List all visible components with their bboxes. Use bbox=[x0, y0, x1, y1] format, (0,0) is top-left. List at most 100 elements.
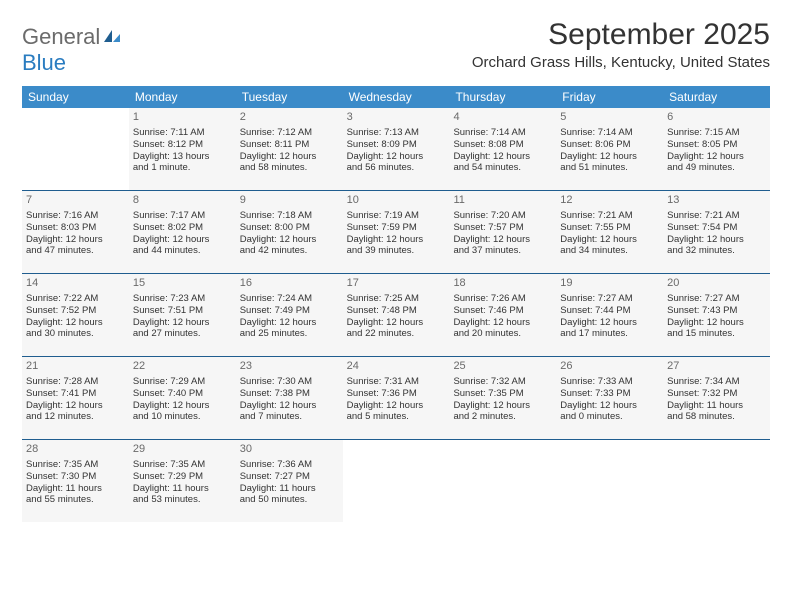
day-number: 29 bbox=[133, 443, 232, 457]
day-info-line: Daylight: 12 hours bbox=[133, 317, 232, 329]
day-info-line: Daylight: 12 hours bbox=[240, 234, 339, 246]
day-info-line: Sunrise: 7:30 AM bbox=[240, 376, 339, 388]
day-info-line: Daylight: 12 hours bbox=[240, 317, 339, 329]
day-number: 8 bbox=[133, 194, 232, 208]
day-cell: 24Sunrise: 7:31 AMSunset: 7:36 PMDayligh… bbox=[343, 357, 450, 439]
day-info-line: Sunset: 7:48 PM bbox=[347, 305, 446, 317]
day-info-line: Sunrise: 7:18 AM bbox=[240, 210, 339, 222]
day-info-line: Sunrise: 7:33 AM bbox=[560, 376, 659, 388]
day-info-line: Sunset: 7:41 PM bbox=[26, 388, 125, 400]
day-number: 3 bbox=[347, 111, 446, 125]
day-info-line: Sunset: 7:44 PM bbox=[560, 305, 659, 317]
day-info-line: Sunrise: 7:15 AM bbox=[667, 127, 766, 139]
day-info-line: and 53 minutes. bbox=[133, 494, 232, 506]
day-info-line: Sunrise: 7:21 AM bbox=[667, 210, 766, 222]
day-cell-empty bbox=[343, 440, 450, 522]
day-info-line: Sunset: 7:54 PM bbox=[667, 222, 766, 234]
day-info-line: Sunset: 7:27 PM bbox=[240, 471, 339, 483]
day-info-line: and 12 minutes. bbox=[26, 411, 125, 423]
day-cell: 4Sunrise: 7:14 AMSunset: 8:08 PMDaylight… bbox=[449, 108, 556, 190]
day-cell: 17Sunrise: 7:25 AMSunset: 7:48 PMDayligh… bbox=[343, 274, 450, 356]
day-info-line: Daylight: 12 hours bbox=[453, 400, 552, 412]
day-cell: 19Sunrise: 7:27 AMSunset: 7:44 PMDayligh… bbox=[556, 274, 663, 356]
day-info-line: Daylight: 12 hours bbox=[26, 400, 125, 412]
day-info-line: and 49 minutes. bbox=[667, 162, 766, 174]
day-info-line: and 2 minutes. bbox=[453, 411, 552, 423]
day-info-line: Sunrise: 7:17 AM bbox=[133, 210, 232, 222]
day-info-line: Sunset: 7:32 PM bbox=[667, 388, 766, 400]
day-info-line: Sunset: 8:11 PM bbox=[240, 139, 339, 151]
day-cell: 13Sunrise: 7:21 AMSunset: 7:54 PMDayligh… bbox=[663, 191, 770, 273]
day-info-line: and 7 minutes. bbox=[240, 411, 339, 423]
day-cell: 14Sunrise: 7:22 AMSunset: 7:52 PMDayligh… bbox=[22, 274, 129, 356]
day-info-line: and 58 minutes. bbox=[667, 411, 766, 423]
day-info-line: Daylight: 12 hours bbox=[133, 234, 232, 246]
month-title: September 2025 bbox=[472, 18, 770, 52]
day-cell-empty bbox=[663, 440, 770, 522]
day-number: 1 bbox=[133, 111, 232, 125]
day-info-line: Sunset: 8:03 PM bbox=[26, 222, 125, 234]
day-info-line: Sunrise: 7:23 AM bbox=[133, 293, 232, 305]
dow-cell: Monday bbox=[129, 86, 236, 108]
day-info-line: Sunrise: 7:22 AM bbox=[26, 293, 125, 305]
location: Orchard Grass Hills, Kentucky, United St… bbox=[472, 54, 770, 71]
day-cell: 21 Sunrise: 7:28 AMSunset: 7:41 PMDayligh… bbox=[22, 357, 129, 439]
day-info-line: Sunrise: 7:35 AM bbox=[26, 459, 125, 471]
day-info-line: Sunset: 7:30 PM bbox=[26, 471, 125, 483]
day-info-line: Sunset: 8:09 PM bbox=[347, 139, 446, 151]
day-info-line: and 39 minutes. bbox=[347, 245, 446, 257]
day-info-line: Sunset: 7:35 PM bbox=[453, 388, 552, 400]
calendar: SundayMondayTuesdayWednesdayThursdayFrid… bbox=[22, 86, 770, 522]
day-cell-empty bbox=[22, 108, 129, 190]
day-info-line: and 50 minutes. bbox=[240, 494, 339, 506]
day-info-line: Sunset: 8:12 PM bbox=[133, 139, 232, 151]
day-info-line: Daylight: 12 hours bbox=[347, 317, 446, 329]
day-info-line: and 58 minutes. bbox=[240, 162, 339, 174]
day-info-line: and 25 minutes. bbox=[240, 328, 339, 340]
week-row: 21Sunrise: 7:28 AMSunset: 7:41 PMDayligh… bbox=[22, 357, 770, 440]
day-number: 11 bbox=[453, 194, 552, 208]
day-info-line: Sunrise: 7:32 AM bbox=[453, 376, 552, 388]
day-number: 9 bbox=[240, 194, 339, 208]
dow-cell: Friday bbox=[556, 86, 663, 108]
day-info-line: Daylight: 11 hours bbox=[133, 483, 232, 495]
day-info-line: Daylight: 12 hours bbox=[347, 234, 446, 246]
day-info-line: Sunrise: 7:34 AM bbox=[667, 376, 766, 388]
day-info-line: Daylight: 12 hours bbox=[453, 234, 552, 246]
day-info-line: Sunset: 8:00 PM bbox=[240, 222, 339, 234]
day-info-line: Daylight: 12 hours bbox=[667, 317, 766, 329]
day-info-line: and 37 minutes. bbox=[453, 245, 552, 257]
day-info-line: Daylight: 12 hours bbox=[667, 234, 766, 246]
day-info-line: Sunset: 7:33 PM bbox=[560, 388, 659, 400]
logo-word-1: General bbox=[22, 24, 100, 49]
day-info-line: Sunrise: 7:27 AM bbox=[560, 293, 659, 305]
day-info-line: Sunset: 7:49 PM bbox=[240, 305, 339, 317]
day-info-line: Sunrise: 7:26 AM bbox=[453, 293, 552, 305]
day-info-line: Daylight: 12 hours bbox=[667, 151, 766, 163]
dow-cell: Tuesday bbox=[236, 86, 343, 108]
day-number: 21 bbox=[26, 360, 125, 374]
day-info-line: Sunset: 8:06 PM bbox=[560, 139, 659, 151]
day-info-line: Sunset: 7:55 PM bbox=[560, 222, 659, 234]
day-info-line: Daylight: 12 hours bbox=[347, 400, 446, 412]
day-info-line: and 56 minutes. bbox=[347, 162, 446, 174]
day-number: 7 bbox=[26, 194, 125, 208]
day-cell: 6Sunrise: 7:15 AMSunset: 8:05 PMDaylight… bbox=[663, 108, 770, 190]
day-info-line: Daylight: 13 hours bbox=[133, 151, 232, 163]
day-cell: 12Sunrise: 7:21 AMSunset: 7:55 PMDayligh… bbox=[556, 191, 663, 273]
day-info-line: Sunrise: 7:14 AM bbox=[560, 127, 659, 139]
day-number: 18 bbox=[453, 277, 552, 291]
day-number: 10 bbox=[347, 194, 446, 208]
day-number: 16 bbox=[240, 277, 339, 291]
day-info-line: and 15 minutes. bbox=[667, 328, 766, 340]
day-info-line: Sunrise: 7:35 AM bbox=[133, 459, 232, 471]
day-info-line: Sunrise: 7:31 AM bbox=[347, 376, 446, 388]
day-number: 6 bbox=[667, 111, 766, 125]
day-info-line: Sunrise: 7:28 AM bbox=[26, 376, 125, 388]
day-info-line: Sunrise: 7:16 AM bbox=[26, 210, 125, 222]
day-cell: 22Sunrise: 7:29 AMSunset: 7:40 PMDayligh… bbox=[129, 357, 236, 439]
day-number: 20 bbox=[667, 277, 766, 291]
day-cell: 23Sunrise: 7:30 AMSunset: 7:38 PMDayligh… bbox=[236, 357, 343, 439]
dow-cell: Thursday bbox=[449, 86, 556, 108]
day-info-line: and 54 minutes. bbox=[453, 162, 552, 174]
